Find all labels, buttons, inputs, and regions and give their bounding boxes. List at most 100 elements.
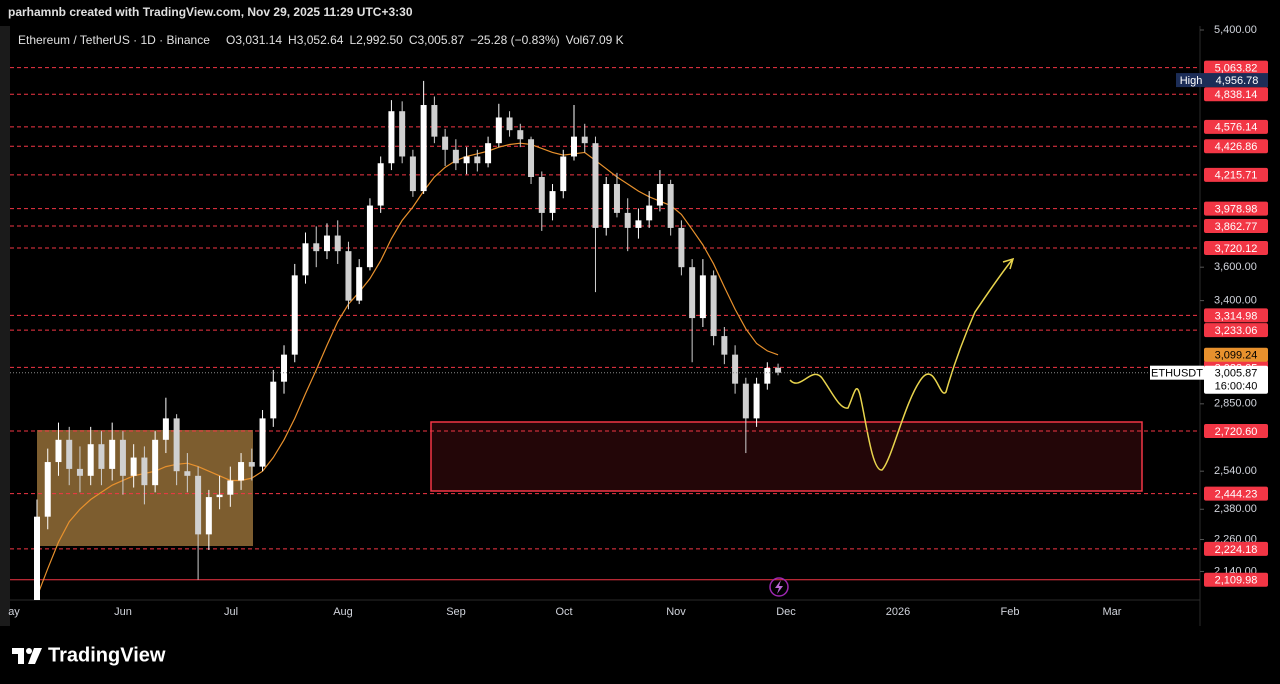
candle-body: [732, 354, 739, 384]
candle-body: [420, 105, 427, 192]
x-tick-label: Oct: [555, 606, 572, 618]
level-label: 4,426.86: [1215, 141, 1258, 153]
candle-body: [463, 156, 470, 164]
candle-body: [581, 136, 588, 144]
candle-body: [366, 205, 373, 268]
frame: [0, 26, 10, 626]
candle-body: [699, 275, 706, 319]
candle-body: [216, 494, 223, 498]
candle-body: [313, 243, 320, 252]
candle-body: [442, 136, 449, 150]
candle-body: [173, 418, 180, 472]
level-label: 2,224.18: [1215, 544, 1258, 556]
candle-body: [409, 156, 416, 192]
candle-body: [753, 383, 760, 419]
candle-body: [345, 251, 352, 301]
level-tag: [1204, 218, 1268, 233]
candle-body: [549, 191, 556, 213]
candle-body: [248, 462, 255, 467]
candle-body: [656, 184, 663, 206]
last-label: 3,005.87: [1215, 368, 1258, 380]
level-label: 4,838.14: [1215, 89, 1258, 101]
level-tag: [1204, 201, 1268, 216]
level-label: 5,063.82: [1215, 63, 1258, 75]
countdown: 16:00:40: [1215, 381, 1258, 393]
candle-body: [98, 444, 105, 469]
last-name: ETHUSDT: [1151, 368, 1203, 380]
candle-body: [34, 516, 40, 600]
candle-body: [281, 354, 288, 382]
level-tag: [1204, 424, 1268, 439]
level-label: 2,720.60: [1215, 426, 1258, 438]
candle-body: [195, 475, 202, 535]
candle-body: [87, 444, 94, 476]
candle-body: [259, 418, 266, 467]
level-label: 4,215.71: [1215, 170, 1258, 182]
y-tick-label: 5,400.00: [1214, 24, 1257, 36]
candle-body: [646, 205, 653, 221]
candle-body: [399, 111, 406, 157]
level-tag: [1204, 486, 1268, 501]
candle-body: [517, 130, 524, 140]
candle-body: [571, 136, 577, 157]
candle-body: [689, 267, 696, 319]
candle-body: [141, 457, 148, 486]
candle-body: [764, 368, 771, 384]
candle-body: [184, 471, 191, 476]
level-label: 2,109.98: [1215, 575, 1258, 587]
candle-body: [667, 184, 674, 228]
candle-body: [109, 439, 116, 469]
level-tag: [1204, 167, 1268, 182]
x-tick-label: Feb: [1001, 606, 1020, 618]
high-tag: [1206, 73, 1268, 88]
event-icon[interactable]: [769, 577, 789, 597]
y-tick-label: 2,380.00: [1214, 503, 1257, 515]
level-label: 3,314.98: [1215, 310, 1258, 322]
candle-body: [44, 462, 51, 517]
last-tag: [1204, 365, 1268, 394]
legend-value: −25.28 (−0.83%): [470, 33, 559, 47]
candle-body: [334, 235, 341, 252]
legend-value: O3,031.14: [226, 33, 282, 47]
projection-arrow: [1002, 257, 1015, 270]
candle-body: [742, 383, 749, 419]
brand: TradingView: [48, 644, 166, 666]
candle-body: [205, 497, 212, 535]
level-label: 3,233.06: [1215, 325, 1258, 337]
event-icon-bolt: [775, 580, 783, 594]
candle-body: [302, 243, 309, 276]
x-tick-label: Sep: [446, 606, 466, 618]
x-tick-label: Aug: [333, 606, 353, 618]
level-tag: [1204, 240, 1268, 255]
legend-symbol: Ethereum / TetherUS · 1D · Binance: [18, 33, 210, 47]
x-tick-label: Mar: [1103, 606, 1122, 618]
candle-body: [323, 235, 330, 252]
pane: [10, 67, 1200, 600]
candle-body: [506, 117, 513, 131]
high-label: 4,956.78: [1216, 75, 1259, 87]
candle-body: [238, 462, 245, 481]
candle-body: [55, 439, 62, 463]
ma-label: 3,099.24: [1215, 350, 1258, 362]
y-tick-label: 3,600.00: [1214, 261, 1257, 273]
header: parhamnb created with TradingView.com, N…: [8, 5, 413, 19]
candle-body: [388, 111, 395, 164]
candle-body: [356, 267, 363, 301]
level-label: 3,862.77: [1215, 221, 1258, 233]
candle-body: [678, 227, 685, 268]
candle-body: [66, 439, 73, 469]
candle-body: [119, 439, 126, 476]
candle-body: [528, 139, 535, 178]
candle-body: [721, 336, 728, 355]
range-box: [37, 430, 253, 546]
x-tick-label: ay: [8, 606, 20, 618]
candle-body: [291, 275, 298, 355]
candle-body: [485, 143, 492, 164]
legend-value: H3,052.64: [288, 33, 344, 47]
candle-body: [592, 143, 599, 228]
last-name-tag: [1150, 365, 1204, 380]
level-tag: [1204, 87, 1268, 102]
candle-body: [474, 156, 481, 164]
level-label: 3,720.12: [1215, 243, 1258, 255]
candle-body: [624, 212, 631, 228]
